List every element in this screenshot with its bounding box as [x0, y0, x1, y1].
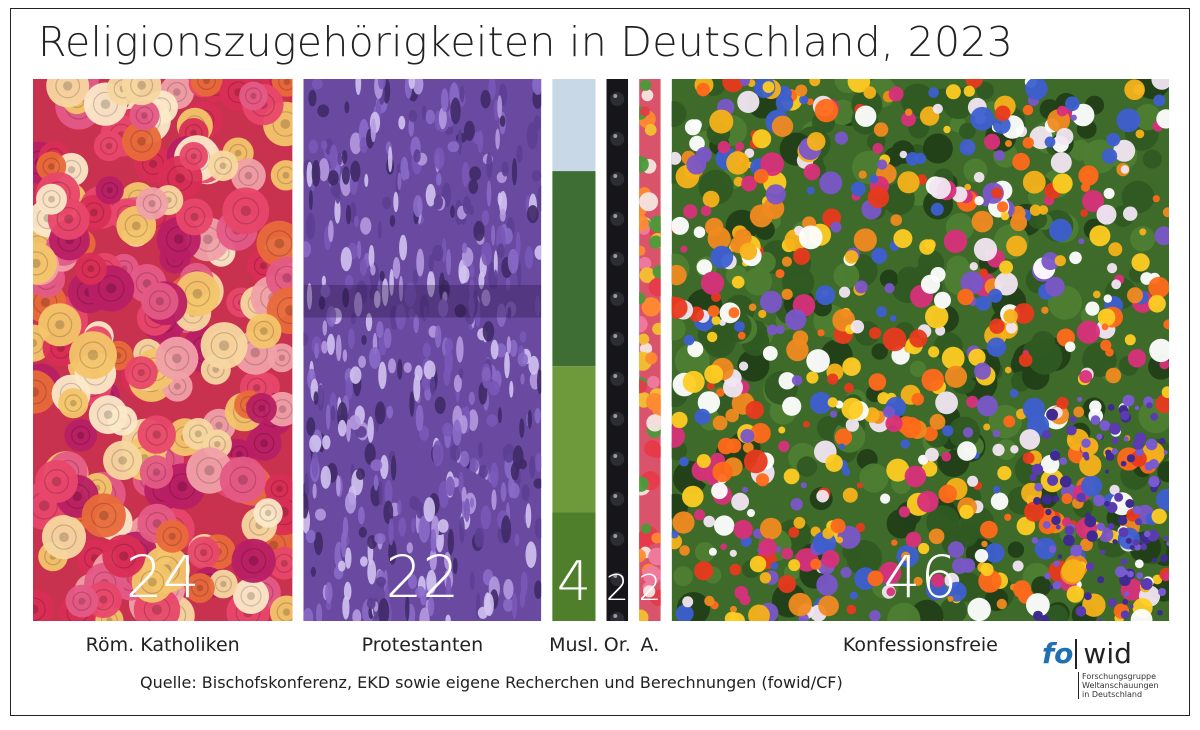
value-label-4: 2	[606, 568, 629, 609]
category-label-5: A.	[640, 634, 660, 656]
logo-prefix: fo	[1042, 637, 1074, 670]
value-label-1: 24	[126, 543, 200, 611]
category-label-6: Konfessionsfreie	[842, 634, 998, 656]
bar-5	[639, 79, 661, 621]
category-label-3: Musl.	[549, 634, 599, 656]
bar-1	[33, 79, 293, 621]
value-label-3: 4	[557, 550, 591, 613]
value-label-5: 2	[638, 568, 661, 609]
bar-6	[671, 79, 1169, 621]
bar-3	[552, 79, 596, 621]
chart-title: Religionszugehörigkeiten in Deutschland,…	[38, 18, 1014, 66]
source-note: Quelle: Bischofskonferenz, EKD sowie eig…	[140, 673, 843, 692]
logo-suffix: wid	[1083, 637, 1132, 670]
category-label-2: Protestanten	[361, 634, 484, 656]
value-label-6: 46	[883, 543, 957, 611]
fowid-logo: fo wid Forschungsgruppe Weltanschauungen…	[1042, 632, 1159, 699]
bar-2	[303, 79, 542, 621]
logo-subtitle: Forschungsgruppe Weltanschauungen in Deu…	[1078, 672, 1159, 699]
value-label-2: 22	[385, 543, 459, 611]
category-label-1: Röm. Katholiken	[85, 634, 240, 656]
bar-4	[606, 79, 629, 621]
category-label-4: Or.	[603, 634, 631, 656]
